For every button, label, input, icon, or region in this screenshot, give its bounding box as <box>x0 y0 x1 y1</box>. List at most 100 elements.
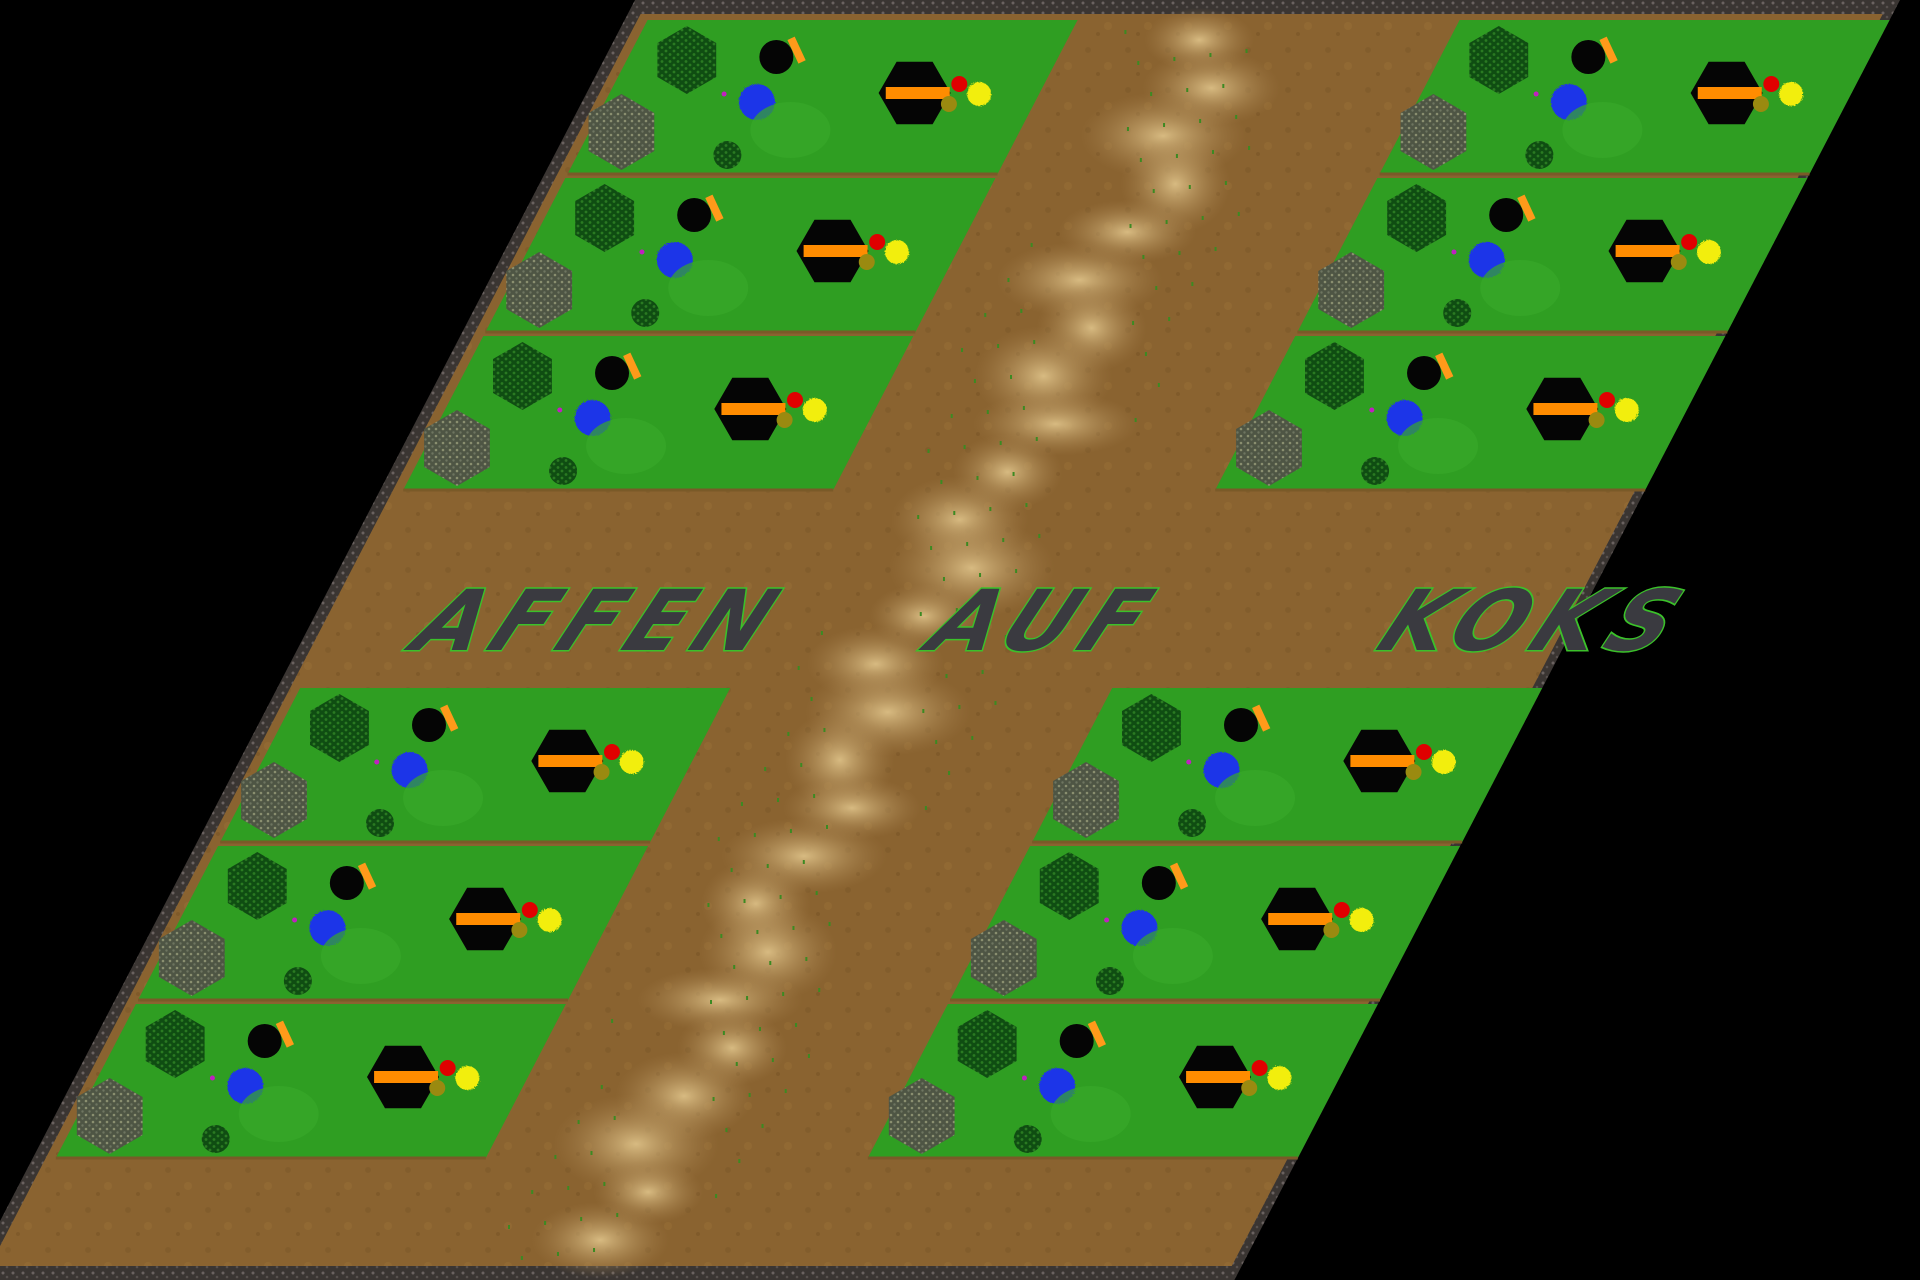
grass-tuft <box>981 670 984 674</box>
player-plot[interactable] <box>55 1004 566 1160</box>
grass-patch <box>668 260 749 316</box>
grass-tuft <box>554 1155 557 1159</box>
player-plot[interactable] <box>567 20 1078 176</box>
tree-cluster-icon <box>1095 967 1124 995</box>
grass-tuft <box>999 441 1002 445</box>
grass-patch <box>750 102 831 158</box>
resource-marker-olive <box>1670 254 1687 270</box>
grass-tuft <box>966 542 969 546</box>
forest-hex <box>1469 26 1529 94</box>
grass-patch <box>403 770 484 826</box>
grass-patch <box>238 1086 319 1142</box>
grass-tuft <box>924 806 927 810</box>
forest-hex <box>957 1010 1017 1078</box>
forest-hex <box>575 184 635 252</box>
spawn-dot <box>1533 91 1539 97</box>
rock-hex <box>970 920 1037 996</box>
lumber-blob <box>1141 866 1176 900</box>
grass-tuft <box>813 794 816 798</box>
player-plot[interactable] <box>950 846 1461 1002</box>
grass-tuft <box>986 410 989 414</box>
grass-tuft <box>805 957 808 961</box>
tree-cluster-icon <box>1013 1125 1042 1153</box>
resource-marker-olive <box>1405 764 1422 780</box>
spawn-dot <box>721 91 727 97</box>
lumber-marker <box>357 862 377 890</box>
resource-marker-yellow <box>1431 750 1456 774</box>
forest-hex <box>227 852 287 920</box>
grass-tuft <box>761 1124 764 1128</box>
resource-markers-icon <box>521 902 538 918</box>
forest-hex <box>1305 342 1364 410</box>
mine-stripe <box>1533 403 1598 415</box>
grass-tuft <box>919 612 922 616</box>
forest-hex <box>310 694 369 762</box>
spawn-dot <box>209 1075 215 1081</box>
grass-tuft <box>753 833 756 837</box>
player-plot[interactable] <box>138 846 649 1002</box>
grass-tuft <box>740 802 743 806</box>
sand-patch <box>531 1202 670 1278</box>
rock-hex <box>1318 252 1385 328</box>
lumber-blob <box>1489 198 1524 232</box>
rock-hex <box>241 762 307 838</box>
player-plot[interactable] <box>403 336 914 492</box>
lumber-blob <box>1059 1024 1094 1058</box>
grass-tuft <box>600 1085 603 1089</box>
grass-tuft <box>764 767 767 771</box>
grass-tuft <box>748 1093 751 1097</box>
resource-marker-olive <box>1323 922 1340 938</box>
grass-tuft <box>1212 150 1214 154</box>
tree-cluster-icon <box>1525 141 1554 169</box>
player-plot[interactable] <box>1379 20 1890 176</box>
player-plot[interactable] <box>220 688 731 844</box>
grass-tuft <box>1199 119 1202 123</box>
forest-hex <box>657 26 717 94</box>
resource-markers-icon <box>603 744 620 760</box>
grass-tuft <box>826 825 828 829</box>
mine-stripe <box>885 87 950 99</box>
player-plot[interactable] <box>485 178 996 334</box>
grass-tuft <box>930 546 933 550</box>
grass-tuft <box>989 507 992 511</box>
tree-cluster-icon <box>1443 299 1472 327</box>
grass-tuft <box>971 736 974 740</box>
resource-marker-yellow <box>967 82 992 106</box>
player-plot[interactable] <box>1032 688 1543 844</box>
grass-tuft <box>1002 538 1005 542</box>
grass-tuft <box>984 313 987 317</box>
grass-tuft <box>613 1116 616 1120</box>
grass-tuft <box>961 348 964 352</box>
grass-tuft <box>556 1252 559 1256</box>
grass-tuft <box>935 740 938 744</box>
player-plot[interactable] <box>1297 178 1808 334</box>
tree-cluster-icon <box>1361 457 1390 485</box>
resource-marker-yellow <box>1779 82 1804 106</box>
grass-patch <box>1215 770 1296 826</box>
grass-tuft <box>712 1097 715 1101</box>
grass-tuft <box>1126 127 1129 131</box>
grass-tuft <box>976 476 979 480</box>
grass-tuft <box>1201 216 1204 220</box>
grass-tuft <box>945 674 948 678</box>
mine-stripe <box>374 1071 439 1083</box>
resource-marker-yellow <box>884 240 909 264</box>
grass-tuft <box>1142 255 1145 259</box>
player-plot[interactable] <box>867 1004 1378 1160</box>
grass-tuft <box>823 728 826 732</box>
grass-tuft <box>1033 340 1036 344</box>
resource-marker-olive <box>429 1080 446 1096</box>
grass-tuft <box>797 666 800 670</box>
grass-tuft <box>1168 317 1171 321</box>
lumber-marker <box>275 1020 295 1048</box>
grass-tuft <box>1132 321 1135 325</box>
resource-markers-icon <box>951 76 968 92</box>
grass-tuft <box>1152 189 1155 193</box>
grass-patch <box>1050 1086 1131 1142</box>
resource-marker-yellow <box>455 1066 480 1090</box>
resource-markers-icon <box>1681 234 1698 250</box>
grass-tuft <box>590 1151 593 1155</box>
player-plot[interactable] <box>1215 336 1726 492</box>
grass-tuft <box>1191 282 1194 286</box>
